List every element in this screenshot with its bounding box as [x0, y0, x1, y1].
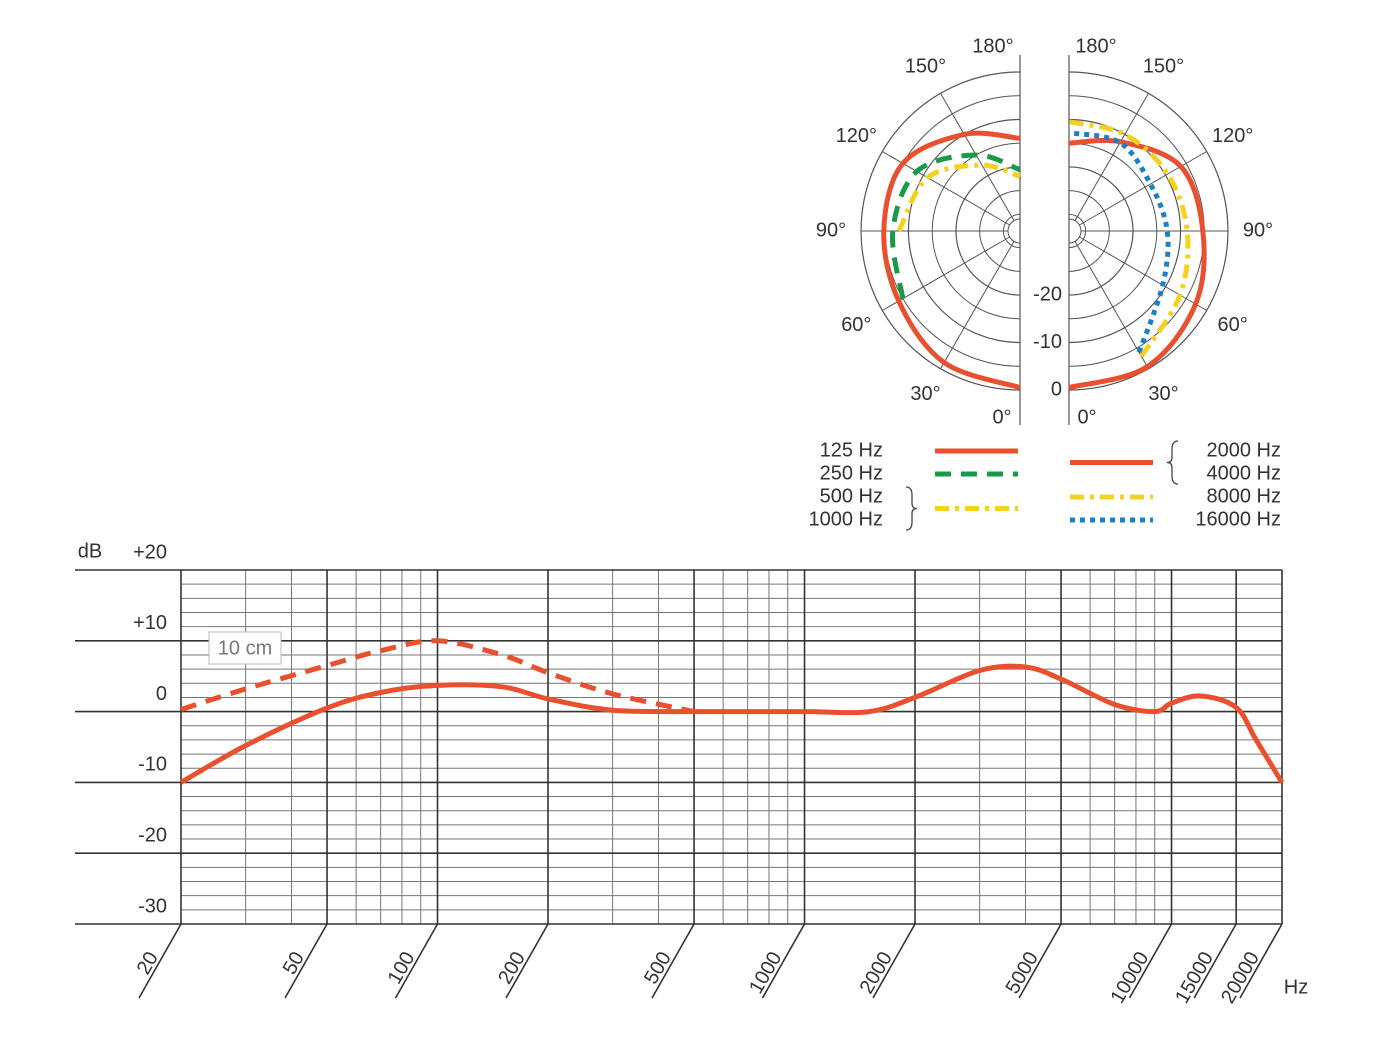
- x-tick: [1018, 923, 1062, 999]
- theta-tick-label: 180°: [1075, 35, 1116, 57]
- y-tick-label: -20: [138, 824, 167, 846]
- radial-grid: [1079, 236, 1207, 311]
- y-axis-label: dB: [78, 540, 102, 562]
- response-line: [179, 663, 1285, 785]
- theta-tick-label: 180°: [972, 35, 1013, 57]
- legend-label: 250 Hz: [820, 462, 883, 484]
- x-tick: [1128, 923, 1173, 999]
- legend-label: 4000 Hz: [1207, 462, 1282, 484]
- theta-tick-label: 120°: [1212, 125, 1253, 147]
- polar-curve: [889, 152, 1021, 300]
- r-tick-label: -20: [1033, 283, 1062, 305]
- legend-label: 500 Hz: [820, 485, 883, 507]
- polar-curve: [896, 162, 1021, 233]
- y-tick-label: 0: [156, 683, 167, 705]
- series-annotation: 10 cm: [218, 637, 272, 659]
- polar-curve: [881, 130, 1021, 390]
- annotation-box: [208, 631, 282, 665]
- x-tick: [394, 923, 439, 999]
- r-tick-label: 0: [1051, 378, 1062, 400]
- x-tick: [872, 923, 916, 999]
- polar-curve: [1068, 119, 1191, 358]
- theta-tick-label: 150°: [1143, 56, 1184, 78]
- polar-curve: [1068, 137, 1207, 391]
- y-tick-label: -10: [138, 754, 167, 776]
- theta-tick-label: 60°: [841, 314, 871, 336]
- legend-label: 1000 Hz: [809, 508, 884, 530]
- x-tick: [651, 923, 695, 999]
- theta-tick-label: 0°: [1077, 406, 1096, 428]
- x-tick: [138, 923, 182, 999]
- y-tick-label: -30: [138, 895, 167, 917]
- radial-grid: [940, 241, 1015, 369]
- radial-grid: [1074, 241, 1149, 369]
- y-tick-label: +20: [133, 541, 167, 563]
- theta-tick-label: 150°: [905, 56, 946, 78]
- theta-tick-label: 60°: [1218, 314, 1248, 336]
- legend-brace: [1166, 440, 1179, 485]
- x-tick: [1193, 923, 1237, 999]
- theta-tick-label: 90°: [1243, 219, 1273, 241]
- legend-label: 8000 Hz: [1207, 485, 1282, 507]
- theta-tick-label: 90°: [816, 219, 846, 241]
- x-tick: [505, 923, 549, 999]
- x-axis-label: Hz: [1284, 976, 1308, 998]
- y-tick-label: +10: [133, 612, 167, 634]
- legend-label: 2000 Hz: [1207, 439, 1282, 461]
- x-tick: [1239, 923, 1283, 999]
- theta-tick-label: 120°: [836, 125, 877, 147]
- radial-grid: [1079, 151, 1207, 226]
- legend-label: 125 Hz: [820, 439, 883, 461]
- x-tick: [284, 923, 328, 999]
- radial-grid: [1074, 93, 1149, 221]
- theta-tick-label: 30°: [910, 383, 940, 405]
- legend-brace: [905, 486, 918, 531]
- theta-tick-label: 0°: [992, 406, 1011, 428]
- response-line: [180, 638, 695, 715]
- x-tick: [761, 923, 806, 999]
- theta-tick-label: 30°: [1148, 383, 1178, 405]
- polar-curve: [1068, 130, 1171, 354]
- legend-label: 16000 Hz: [1195, 508, 1281, 530]
- r-tick-label: -10: [1033, 331, 1062, 353]
